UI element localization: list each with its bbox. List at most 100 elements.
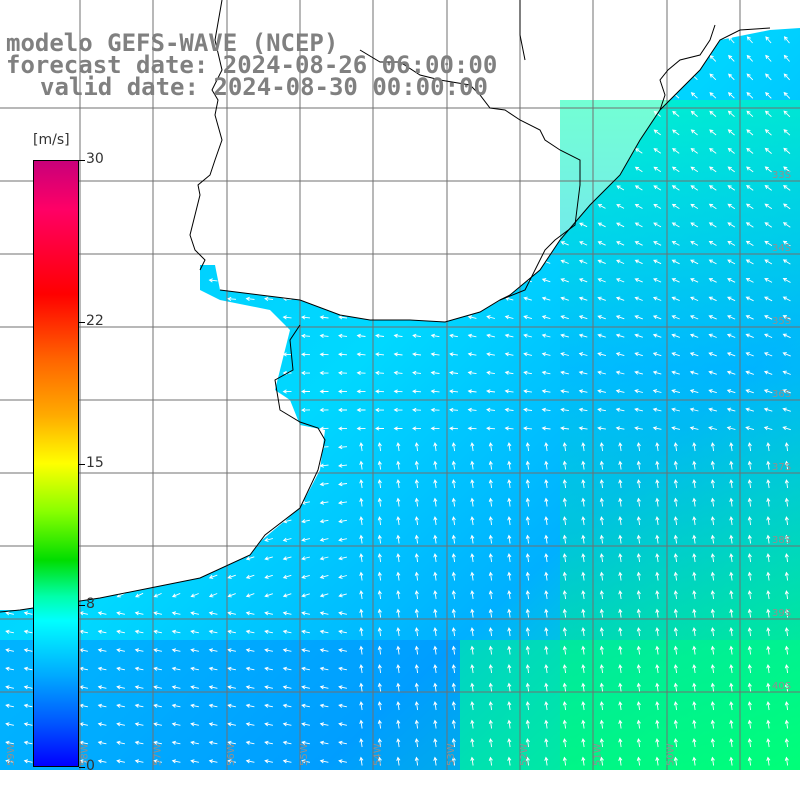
wind-arrow: [525, 590, 530, 600]
wind-arrow: [97, 611, 107, 616]
wind-arrow: [5, 648, 14, 653]
wind-arrow: [746, 36, 753, 44]
wind-arrow: [433, 442, 438, 452]
wind-arrow: [433, 571, 438, 581]
wind-arrow: [618, 460, 623, 470]
wind-arrow: [430, 352, 440, 357]
wind-arrow: [470, 608, 475, 618]
wind-arrow: [782, 370, 791, 375]
wind-arrow: [338, 648, 347, 653]
wind-arrow: [264, 759, 273, 764]
wind-arrow: [655, 534, 660, 544]
wind-arrow: [655, 701, 660, 711]
wind-arrow: [544, 608, 549, 618]
wind-arrow: [784, 479, 789, 489]
wind-arrow: [655, 590, 660, 600]
wind-arrow: [653, 185, 662, 191]
wind-arrow: [171, 685, 181, 690]
wind-arrow: [710, 738, 715, 748]
wind-arrow: [208, 722, 218, 727]
wind-arrow: [116, 666, 125, 671]
wind-arrow: [135, 592, 144, 598]
wind-arrow: [692, 516, 697, 526]
wind-arrow: [783, 91, 791, 99]
wind-arrow: [488, 664, 493, 674]
wind-arrow: [784, 460, 789, 470]
wind-arrow: [710, 664, 715, 674]
wind-arrow: [377, 479, 382, 489]
wind-arrow: [615, 426, 625, 431]
wind-arrow: [599, 645, 604, 655]
wind-arrow: [245, 629, 255, 634]
wind-arrow: [525, 682, 530, 692]
wind-arrow: [451, 571, 456, 581]
wind-arrow: [153, 611, 162, 616]
wind-arrow: [451, 534, 456, 544]
wind-arrow: [227, 629, 236, 634]
longitude-label: 53W: [446, 743, 457, 766]
wind-arrow: [301, 408, 311, 413]
wind-arrow: [375, 389, 385, 394]
wind-arrow: [634, 370, 644, 375]
wind-arrow: [784, 756, 789, 766]
wind-arrow: [433, 553, 438, 563]
wind-arrow: [396, 590, 401, 600]
wind-arrow: [783, 110, 791, 118]
wind-arrow: [282, 629, 292, 634]
wind-arrow: [486, 315, 496, 320]
wind-arrow: [338, 703, 347, 708]
wind-arrow: [689, 352, 699, 357]
wind-arrow: [581, 590, 586, 600]
wind-arrow: [449, 333, 458, 338]
wind-arrow: [301, 648, 310, 653]
wind-arrow: [652, 426, 662, 431]
wind-arrow: [729, 571, 734, 581]
wind-arrow: [375, 407, 385, 413]
wind-arrow: [5, 722, 14, 727]
wind-arrow: [451, 553, 456, 563]
wind-arrow: [544, 756, 549, 766]
wind-arrow: [708, 333, 717, 338]
wind-arrow: [692, 645, 697, 655]
wind-arrow: [764, 185, 772, 191]
wind-arrow: [746, 147, 754, 154]
wind-arrow: [636, 534, 641, 544]
wind-arrow: [615, 296, 625, 301]
wind-arrow: [746, 54, 754, 62]
wind-arrow: [618, 682, 623, 692]
wind-arrow: [488, 516, 493, 526]
wind-arrow: [507, 664, 512, 674]
wind-arrow: [338, 556, 348, 561]
wind-arrow: [414, 627, 419, 637]
wind-arrow: [562, 645, 567, 655]
wind-arrow: [765, 73, 772, 81]
wind-arrow: [745, 278, 754, 283]
wind-arrow: [597, 426, 606, 431]
wind-arrow: [282, 722, 292, 727]
wind-arrow: [451, 719, 456, 729]
wind-arrow: [747, 608, 752, 618]
wind-arrow: [618, 516, 623, 526]
wind-arrow: [710, 497, 715, 507]
wind-arrow: [23, 703, 33, 708]
wind-arrow: [414, 479, 419, 489]
wind-arrow: [710, 571, 715, 581]
wind-arrow: [746, 110, 754, 118]
wind-arrow: [451, 516, 456, 526]
wind-arrow: [116, 629, 125, 634]
wind-arrow: [783, 73, 791, 81]
longitude-label: 55W: [299, 743, 310, 766]
wind-arrow: [579, 241, 588, 246]
wind-arrow: [338, 519, 347, 524]
wind-arrow: [783, 36, 790, 44]
wind-arrow: [745, 407, 754, 412]
wind-arrow: [562, 738, 567, 748]
wind-arrow: [783, 129, 791, 136]
wind-arrow: [377, 460, 382, 470]
wind-arrow: [338, 352, 348, 357]
wind-arrow: [615, 407, 625, 412]
wind-arrow: [653, 204, 662, 209]
wind-arrow: [562, 682, 567, 692]
wind-arrow: [747, 534, 752, 544]
wind-arrow: [729, 664, 734, 674]
